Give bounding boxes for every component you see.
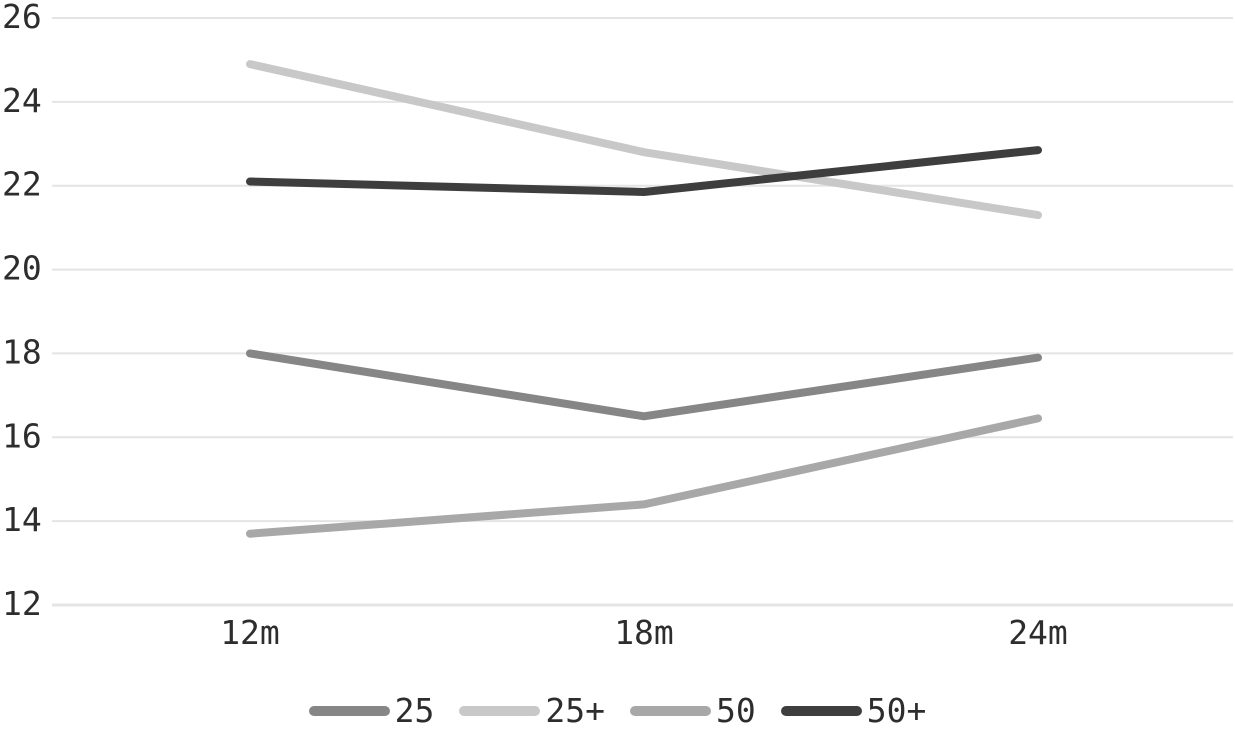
y-axis-tick-label-12: 12 (2, 584, 42, 623)
legend-marker-50 (630, 705, 711, 716)
x-axis-tick-label-18m: 18m (614, 613, 674, 652)
legend-marker-25 (308, 705, 390, 716)
legend-item-50plus: 50+ (780, 691, 927, 730)
legend-item-50: 50 (630, 694, 756, 727)
legend-label-50: 50 (716, 691, 756, 730)
legend-item-25: 25 (308, 691, 435, 730)
legend-marker-25plus (459, 705, 541, 716)
legend-marker-50plus (780, 705, 862, 716)
series-line-25+ (246, 60, 1042, 220)
legend-item-25plus: 25+ (459, 694, 605, 727)
y-axis-tick-label-14: 14 (2, 500, 42, 539)
legend-label-50plus: 50+ (866, 691, 927, 730)
y-axis-tick-label-18: 18 (2, 332, 42, 371)
series-line-25 (246, 349, 1042, 421)
y-axis-tick-label-24: 24 (2, 81, 42, 120)
y-axis-tick-label-26: 26 (2, 0, 42, 36)
x-axis-tick-label-12m: 12m (220, 613, 280, 652)
plot-area: 26 24 22 20 18 16 14 12 12m 18m 24m (2, 0, 1233, 652)
series-line-50+ (246, 146, 1042, 196)
legend: 25 25+ 50 50+ (0, 694, 1235, 727)
y-axis-tick-label-16: 16 (2, 416, 42, 455)
legend-label-25: 25 (394, 691, 435, 730)
series-line-50 (246, 414, 1042, 538)
x-axis-tick-label-24m: 24m (1008, 613, 1068, 652)
legend-label-25plus: 25+ (545, 691, 605, 730)
y-axis-tick-label-22: 22 (2, 165, 42, 204)
y-axis-tick-label-20: 20 (2, 249, 42, 288)
